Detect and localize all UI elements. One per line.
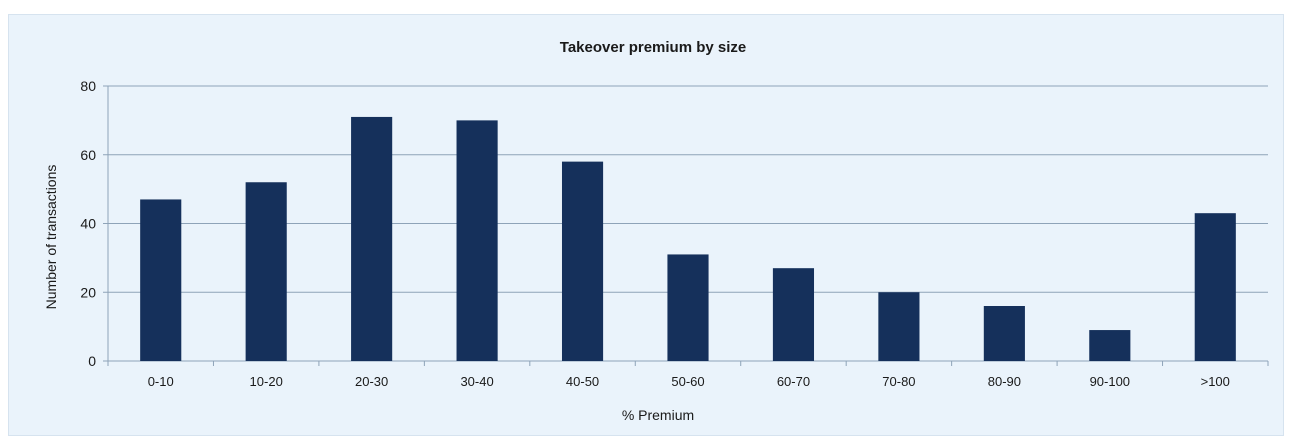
bar-0-10 xyxy=(140,199,182,361)
bar-20-30 xyxy=(351,116,393,361)
bar-80-90 xyxy=(983,306,1025,361)
y-tick-label: 60 xyxy=(80,147,96,163)
chart-title: Takeover premium by size xyxy=(560,39,746,56)
x-tick-label: >100 xyxy=(1201,374,1230,389)
x-tick-label: 50-60 xyxy=(671,374,704,389)
gridlines xyxy=(107,85,1268,362)
bar-90-100 xyxy=(1089,330,1131,361)
chart-frame xyxy=(8,14,1284,436)
x-tick-label: 60-70 xyxy=(777,374,810,389)
x-tick-label: 10-20 xyxy=(250,374,283,389)
y-tick-label: 80 xyxy=(80,78,96,94)
bar-70-80 xyxy=(878,292,920,361)
x-tick-label: 80-90 xyxy=(988,374,1021,389)
x-tick-label: 0-10 xyxy=(148,374,174,389)
bars xyxy=(140,116,1236,361)
x-axis-title: % Premium xyxy=(622,407,694,423)
bar-40-50 xyxy=(561,161,604,361)
x-tick-label: 30-40 xyxy=(460,374,493,389)
bar-50-60 xyxy=(667,254,709,361)
x-tick-label: 40-50 xyxy=(566,374,599,389)
bar-10-20 xyxy=(245,182,287,361)
x-tick-label: 20-30 xyxy=(355,374,388,389)
y-axis-ticks: 0 20 40 60 80 xyxy=(80,78,108,369)
bar-60-70 xyxy=(772,268,815,361)
bar-30-40 xyxy=(456,120,498,361)
x-axis-ticks: 0-10 10-20 20-30 30-40 40-50 50-60 60-70 70-80 8… xyxy=(107,361,1269,389)
bar-100 xyxy=(1194,213,1236,361)
y-axis-title: Number of transactions xyxy=(43,165,59,310)
y-tick-label: 20 xyxy=(80,284,96,300)
x-tick-label: 70-80 xyxy=(882,374,915,389)
x-tick-label: 90-100 xyxy=(1090,374,1130,389)
y-tick-label: 40 xyxy=(80,216,96,232)
y-tick-label: 0 xyxy=(88,353,96,369)
